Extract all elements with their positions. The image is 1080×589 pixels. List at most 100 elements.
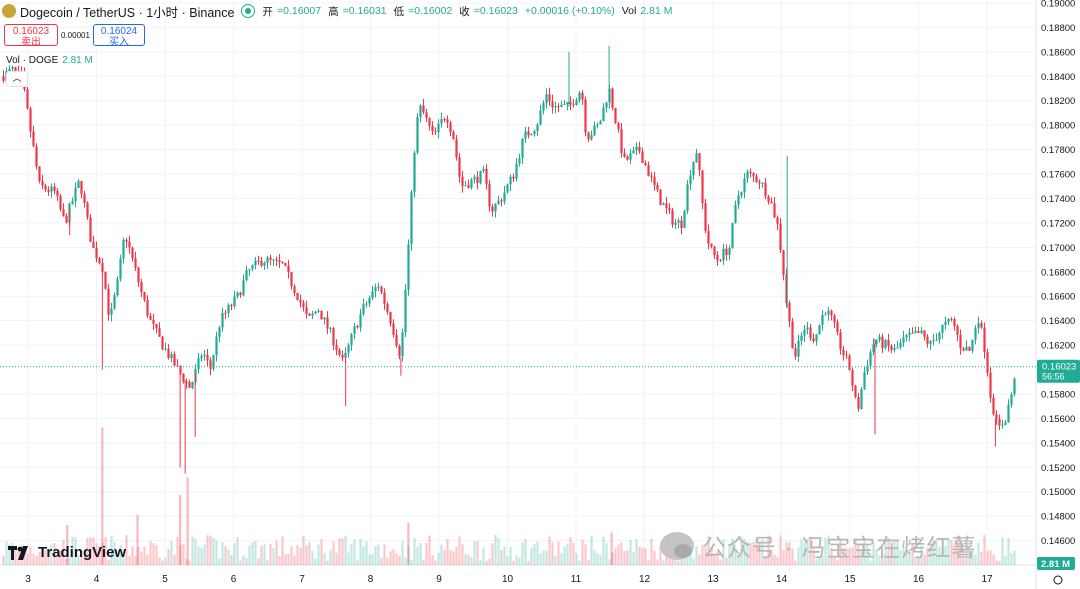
- volume-bar: [302, 535, 305, 565]
- volume-bar: [140, 551, 143, 565]
- candle-body: [311, 313, 314, 316]
- candle-body: [197, 358, 200, 370]
- volume-bar: [599, 555, 602, 565]
- volume-bar: [851, 547, 854, 565]
- volume-bar: [584, 544, 587, 565]
- volume-bar: [410, 560, 413, 565]
- candle-body: [692, 162, 695, 176]
- volume-bar: [65, 558, 68, 565]
- volume-bar: [29, 546, 32, 565]
- candle-body: [809, 327, 812, 339]
- current-price-label: 0.16023: [1042, 362, 1076, 373]
- volume-bar: [722, 539, 725, 565]
- candle-body: [476, 176, 479, 184]
- volume-bar: [413, 537, 416, 565]
- candle-body: [467, 185, 470, 188]
- candle-body: [686, 184, 689, 212]
- volume-bar: [407, 545, 410, 565]
- volume-bar: [650, 538, 653, 565]
- volume-bar: [431, 555, 434, 565]
- chart-header: Dogecoin / TetherUS · 1小时 · Binance 开 =0.…: [0, 0, 675, 22]
- volume-bar: [359, 538, 362, 565]
- candle-body: [269, 257, 272, 260]
- volume-bar: [749, 542, 752, 565]
- candle-body: [488, 184, 491, 207]
- buy-button[interactable]: 0.16024 买入: [93, 24, 145, 48]
- candle-body: [335, 344, 338, 350]
- volume-bar: [461, 544, 464, 565]
- volume-bar: [275, 540, 278, 565]
- volume-bar: [92, 537, 95, 565]
- volume-bar: [929, 549, 932, 565]
- symbol-title[interactable]: Dogecoin / TetherUS · 1小时 · Binance: [20, 5, 235, 20]
- volume-bar: [59, 550, 62, 565]
- candle-body: [134, 258, 137, 268]
- market-status-icon[interactable]: [241, 4, 256, 18]
- candle-body: [860, 389, 863, 409]
- volume-group: [2, 427, 1016, 565]
- candle-body: [560, 104, 563, 108]
- candle-body: [947, 319, 950, 322]
- candle-body: [215, 336, 218, 356]
- volume-bar: [107, 560, 110, 565]
- volume-bar: [773, 554, 776, 565]
- candle-body: [632, 150, 635, 154]
- volume-bar: [737, 554, 740, 565]
- settings-gear-icon[interactable]: [1053, 575, 1063, 585]
- candle-body: [653, 176, 656, 186]
- candle-body: [902, 337, 905, 343]
- candle-body: [77, 180, 80, 189]
- low-label: 低: [393, 5, 405, 18]
- candle-body: [620, 129, 623, 154]
- candle-body: [257, 260, 260, 262]
- candle-body: [122, 239, 125, 259]
- volume-bar: [890, 555, 893, 565]
- price-tick-label: 0.15400: [1041, 438, 1075, 449]
- candle-body: [788, 302, 791, 322]
- sell-button[interactable]: 0.16023 卖出: [4, 24, 58, 48]
- price-tick-label: 0.19000: [1041, 0, 1075, 10]
- volume-bar: [347, 552, 350, 565]
- candle-body: [806, 327, 809, 330]
- volume-bar: [632, 552, 635, 565]
- volume-bar: [941, 550, 944, 565]
- candle-body: [188, 381, 191, 388]
- tradingview-logo[interactable]: TradingView: [8, 544, 126, 561]
- volume-bar: [161, 560, 164, 565]
- volume-bar: [989, 550, 992, 565]
- volume-bar: [350, 543, 353, 565]
- candle-body: [353, 326, 356, 335]
- volume-bar: [953, 544, 956, 565]
- candle-body: [713, 246, 716, 256]
- volume-bar: [704, 547, 707, 565]
- volume-bar: [902, 545, 905, 565]
- volume-bar: [287, 553, 290, 565]
- collapse-legend-button[interactable]: ︿: [6, 71, 28, 87]
- candle-body: [647, 165, 650, 176]
- sell-price: 0.16023: [12, 26, 50, 37]
- candle-body: [56, 190, 59, 197]
- candle-body: [425, 112, 428, 118]
- volume-legend[interactable]: Vol · DOGE 2.81 M: [6, 55, 93, 66]
- candle-body: [704, 203, 707, 231]
- volume-bar: [794, 560, 797, 565]
- candle-body: [497, 200, 500, 204]
- candle-body: [179, 365, 182, 374]
- volume-bar: [539, 553, 542, 565]
- volume-bar: [914, 557, 917, 565]
- candle-body: [233, 296, 236, 307]
- volume-bar: [155, 545, 158, 565]
- volume-bar: [341, 538, 344, 565]
- candle-body: [812, 338, 815, 342]
- volume-bar: [620, 542, 623, 565]
- volume-bar: [593, 550, 596, 565]
- volume-bar: [767, 535, 770, 565]
- volume-bar: [743, 538, 746, 565]
- candle-body: [263, 262, 266, 266]
- volume-bar: [239, 560, 242, 565]
- volume-bar: [524, 539, 527, 565]
- candle-body: [434, 131, 437, 133]
- volume-bar: [635, 539, 638, 565]
